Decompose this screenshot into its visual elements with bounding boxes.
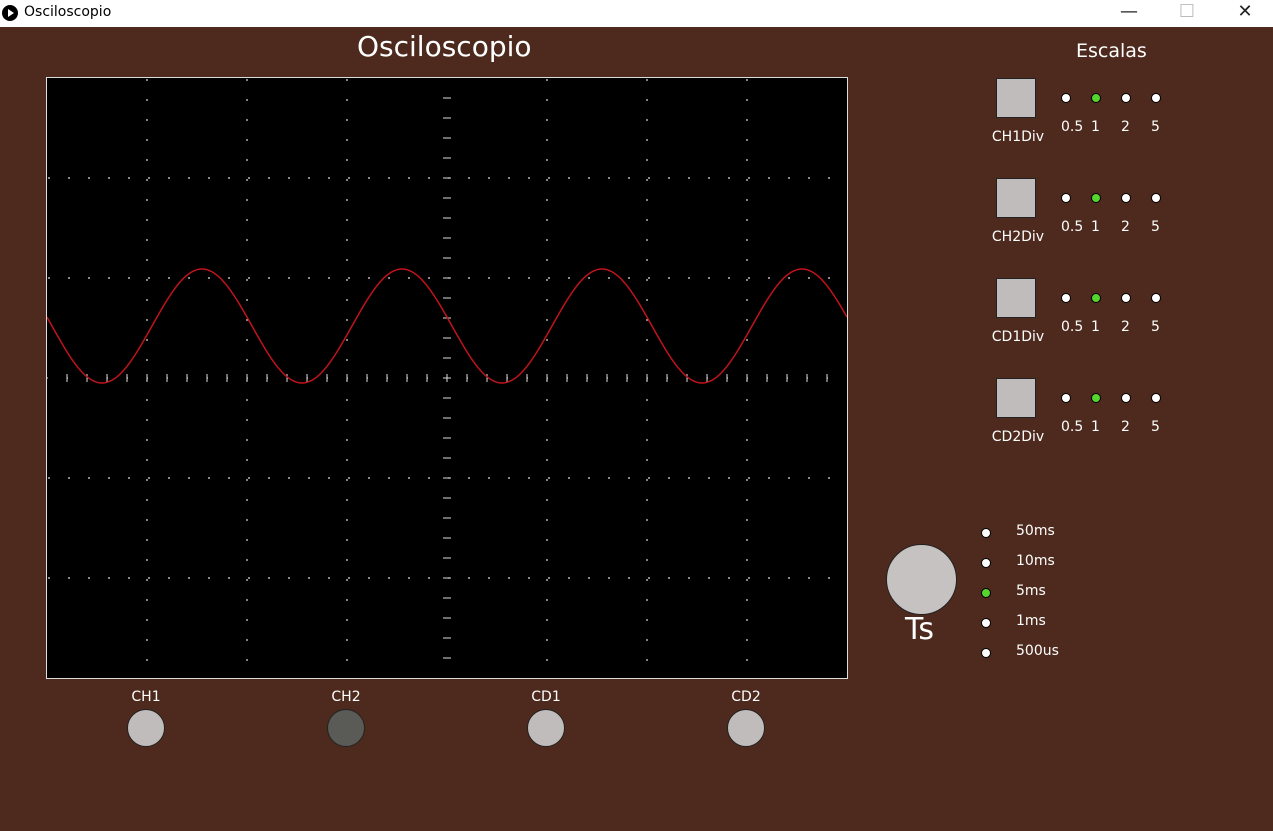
minimize-button[interactable]: — — [1120, 1, 1138, 22]
scale-label-cd2div: CD2Div — [991, 429, 1045, 445]
channel-button-ch2[interactable] — [327, 709, 365, 747]
scale-radio-ch2div-1[interactable] — [1091, 193, 1101, 203]
timebase-radio-500us[interactable] — [981, 648, 991, 658]
scale-radio-cd1div-0.5[interactable] — [1061, 293, 1071, 303]
scale-option-label: 0.5 — [1061, 319, 1084, 335]
scale-radio-cd2div-2[interactable] — [1121, 393, 1131, 403]
scale-radio-cd1div-2[interactable] — [1121, 293, 1131, 303]
close-button[interactable]: ✕ — [1237, 1, 1253, 22]
scale-radio-cd1div-1[interactable] — [1091, 293, 1101, 303]
scale-radio-ch2div-5[interactable] — [1151, 193, 1161, 203]
scale-option-label: 5 — [1151, 419, 1160, 435]
scale-option-label: 1 — [1091, 419, 1100, 435]
timebase-option-label: 1ms — [1016, 613, 1046, 629]
channel-button-cd2[interactable] — [727, 709, 765, 747]
scale-label-ch1div: CH1Div — [991, 129, 1045, 145]
scale-option-label: 2 — [1121, 319, 1130, 335]
channel-label-cd2: CD2 — [731, 689, 761, 705]
scale-radio-ch1div-5[interactable] — [1151, 93, 1161, 103]
channel-label-cd1: CD1 — [531, 689, 561, 705]
scales-title: Escalas — [1076, 40, 1147, 62]
timebase-label: Ts — [905, 612, 934, 647]
oscilloscope-panel: Osciloscopio CH1 CH2 CD1 CD2 Escalas CH1Div… — [0, 27, 1273, 831]
scale-option-label: 1 — [1091, 119, 1100, 135]
timebase-option-label: 10ms — [1016, 553, 1055, 569]
channel-label-ch1: CH1 — [131, 689, 161, 705]
scale-option-label: 1 — [1091, 219, 1100, 235]
maximize-button[interactable]: ☐ — [1178, 1, 1196, 22]
scale-option-label: 0.5 — [1061, 219, 1084, 235]
scale-radio-ch2div-0.5[interactable] — [1061, 193, 1071, 203]
channel-button-ch1[interactable] — [127, 709, 165, 747]
title-bar: Osciloscopio — ☐ ✕ — [0, 0, 1273, 27]
scale-option-label: 2 — [1121, 419, 1130, 435]
timebase-radio-5ms[interactable] — [981, 588, 991, 598]
timebase-option-label: 500us — [1016, 643, 1059, 659]
scale-radio-ch1div-2[interactable] — [1121, 93, 1131, 103]
channel-button-cd1[interactable] — [527, 709, 565, 747]
signal-trace — [47, 268, 847, 384]
window-title: Osciloscopio — [24, 4, 112, 20]
timebase-option-label: 50ms — [1016, 523, 1055, 539]
timebase-knob[interactable] — [886, 544, 957, 615]
scope-graticule — [47, 78, 847, 678]
scale-option-label: 0.5 — [1061, 119, 1084, 135]
scale-radio-cd1div-5[interactable] — [1151, 293, 1161, 303]
scope-screen — [46, 77, 848, 679]
page-title: Osciloscopio — [357, 30, 532, 63]
timebase-radio-1ms[interactable] — [981, 618, 991, 628]
scale-option-label: 0.5 — [1061, 419, 1084, 435]
scale-option-label: 5 — [1151, 319, 1160, 335]
scale-option-label: 1 — [1091, 319, 1100, 335]
scale-option-label: 5 — [1151, 219, 1160, 235]
scale-button-cd2div[interactable] — [996, 378, 1036, 418]
scale-radio-ch2div-2[interactable] — [1121, 193, 1131, 203]
scale-radio-cd2div-5[interactable] — [1151, 393, 1161, 403]
scale-button-ch2div[interactable] — [996, 178, 1036, 218]
scale-option-label: 2 — [1121, 119, 1130, 135]
scale-radio-cd2div-1[interactable] — [1091, 393, 1101, 403]
scale-label-cd1div: CD1Div — [991, 329, 1045, 345]
timebase-option-label: 5ms — [1016, 583, 1046, 599]
scale-button-ch1div[interactable] — [996, 78, 1036, 118]
scale-option-label: 2 — [1121, 219, 1130, 235]
timebase-radio-10ms[interactable] — [981, 558, 991, 568]
scale-radio-cd2div-0.5[interactable] — [1061, 393, 1071, 403]
scale-button-cd1div[interactable] — [996, 278, 1036, 318]
scale-radio-ch1div-1[interactable] — [1091, 93, 1101, 103]
app-icon — [2, 5, 18, 21]
timebase-radio-50ms[interactable] — [981, 528, 991, 538]
scale-label-ch2div: CH2Div — [991, 229, 1045, 245]
scale-radio-ch1div-0.5[interactable] — [1061, 93, 1071, 103]
scale-option-label: 5 — [1151, 119, 1160, 135]
channel-label-ch2: CH2 — [331, 689, 361, 705]
